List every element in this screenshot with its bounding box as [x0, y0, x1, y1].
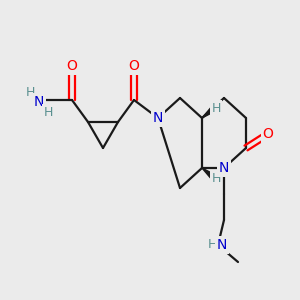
Text: H: H	[211, 172, 221, 184]
Text: H: H	[207, 238, 217, 251]
Text: O: O	[262, 127, 273, 141]
Text: H: H	[211, 101, 221, 115]
Text: O: O	[67, 59, 77, 73]
Text: N: N	[219, 161, 229, 175]
Text: N: N	[153, 111, 163, 125]
Polygon shape	[202, 168, 214, 178]
Text: H: H	[43, 106, 53, 118]
Text: H: H	[25, 85, 35, 98]
Text: N: N	[217, 238, 227, 252]
Text: N: N	[34, 95, 44, 109]
Text: O: O	[129, 59, 140, 73]
Polygon shape	[202, 108, 214, 118]
